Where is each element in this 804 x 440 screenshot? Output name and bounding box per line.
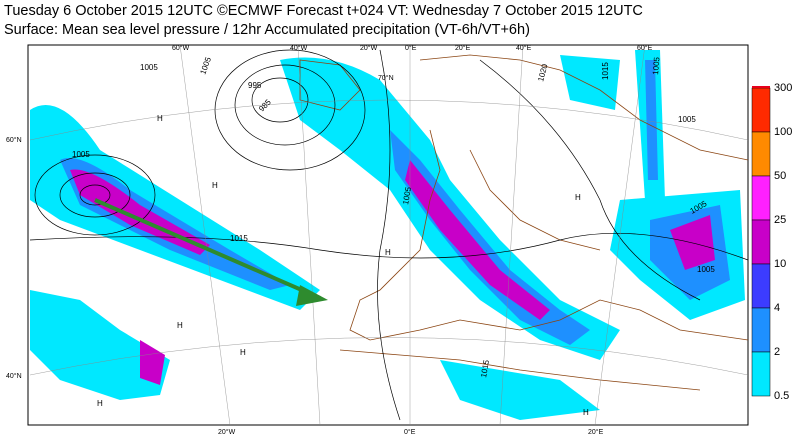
lon-label: 60°W — [172, 44, 190, 52]
lon-label: 0°E — [404, 428, 416, 436]
isobar-label: 1005 — [651, 56, 662, 75]
isobar-label: 1015 — [601, 62, 610, 80]
legend-label: 10 — [774, 258, 786, 270]
lat-label: 60°N — [6, 136, 22, 144]
legend-swatch — [751, 131, 771, 177]
high-label: H — [212, 181, 218, 190]
legend-label: 4 — [774, 302, 780, 314]
title: Tuesday 6 October 2015 12UTC ©ECMWF Fore… — [4, 3, 643, 19]
legend: 300 100 50 25 10 4 2 0.5 — [751, 82, 792, 402]
isobars — [29, 49, 749, 421]
legend-swatch — [751, 87, 771, 133]
track-arrow-head — [296, 285, 328, 306]
lon-label: 20°W — [360, 44, 378, 52]
legend-label: 50 — [774, 170, 786, 182]
legend-swatch — [751, 351, 771, 397]
lon-label: 40°W — [290, 44, 308, 52]
isobar-label: 995 — [248, 81, 262, 90]
isobar-label: 1005 — [72, 150, 90, 159]
header: Tuesday 6 October 2015 12UTC ©ECMWF Fore… — [4, 2, 643, 40]
lon-label: 60°E — [637, 44, 653, 52]
subtitle: Surface: Mean sea level pressure / 12hr … — [4, 22, 530, 38]
lon-label: 20°E — [455, 44, 471, 52]
isobar-label: 1015 — [479, 359, 491, 379]
legend-swatch — [751, 219, 771, 265]
high-label: H — [385, 248, 391, 257]
lon-label: 0°E — [405, 44, 417, 52]
graticule — [29, 44, 749, 426]
high-label: H — [177, 321, 183, 330]
isobar-label: 1005 — [140, 63, 158, 72]
legend-label: 2 — [774, 346, 780, 358]
legend-label: 0.5 — [774, 390, 789, 402]
legend-label: 25 — [774, 214, 786, 226]
isobar-label: 1005 — [401, 186, 413, 206]
legend-label: 300 — [774, 82, 792, 94]
lat-label: 40°N — [6, 372, 22, 380]
lon-label: 20°W — [218, 428, 236, 436]
high-label: H — [97, 399, 103, 408]
isobar-label: 1005 — [678, 115, 696, 124]
high-label: H — [240, 348, 246, 357]
lat-label: 70°N — [378, 74, 394, 82]
coastlines — [299, 54, 749, 391]
isobar-label: 1005 — [697, 265, 715, 274]
legend-swatch — [751, 307, 771, 353]
track-arrow — [94, 198, 321, 300]
pressure-centers: H H H H H H H H — [97, 114, 589, 417]
high-label: H — [583, 408, 589, 417]
high-label: H — [575, 193, 581, 202]
isobar-label: 1015 — [230, 234, 248, 243]
lon-label: 40°E — [516, 44, 532, 52]
graticule-labels: 60°W 40°W 20°W 0°E 20°E 40°E 60°E 70°N 6… — [6, 44, 653, 436]
lon-label: 20°E — [588, 428, 604, 436]
legend-swatch — [751, 175, 771, 221]
legend-label: 100 — [774, 126, 792, 138]
high-label: H — [157, 114, 163, 123]
legend-top — [752, 86, 770, 88]
precipitation — [30, 50, 745, 420]
legend-swatch — [751, 263, 771, 309]
